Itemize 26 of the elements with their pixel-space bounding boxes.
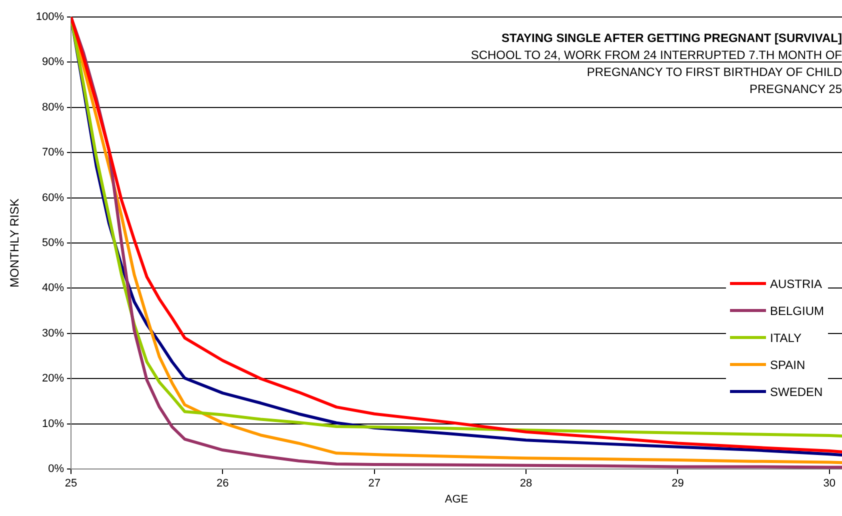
x-tick-label: 25 (64, 478, 78, 490)
text: SCHOOL TO 24, WORK FROM 24 INTERRUPTED 7.TH MONTH OF PREGNANCY TO FIRST BIRTHDAY OF CHILD PREGNANCY 25 (470, 47, 842, 98)
x-tick-label: 30 (823, 478, 836, 490)
y-tick-label: 70% (42, 146, 64, 159)
y-tick-label: 30% (42, 327, 64, 340)
x-tick-label: 26 (216, 478, 229, 490)
legend-label: ITALY (770, 330, 802, 344)
y-tick-label: 20% (42, 372, 64, 385)
y-tick-label: 90% (42, 56, 64, 68)
y-tick-label: 100% (36, 11, 64, 24)
x-tick-label: 27 (368, 478, 380, 490)
legend-label: AUSTRIA (770, 276, 822, 290)
y-tick-label: 40% (42, 282, 64, 294)
y-axis-title: MONTHLY RISK (8, 198, 22, 288)
y-tick-label: 50% (42, 237, 64, 250)
y-tick-label: 60% (42, 192, 64, 204)
y-tick-label: 0% (48, 463, 64, 476)
x-tick-label: 28 (520, 478, 532, 490)
y-tick-label: 80% (42, 101, 64, 114)
x-axis-title: AGE (444, 493, 468, 506)
text: STAYING SINGLE AFTER GETTING PREGNANT [SURVIVAL] (500, 30, 842, 47)
y-tick-label: 10% (42, 418, 64, 430)
legend-label: SWEDEN (770, 384, 823, 398)
legend-label: SPAIN (770, 358, 806, 372)
x-tick-label: 29 (672, 478, 684, 490)
legend-label: BELGIUM (770, 304, 824, 318)
